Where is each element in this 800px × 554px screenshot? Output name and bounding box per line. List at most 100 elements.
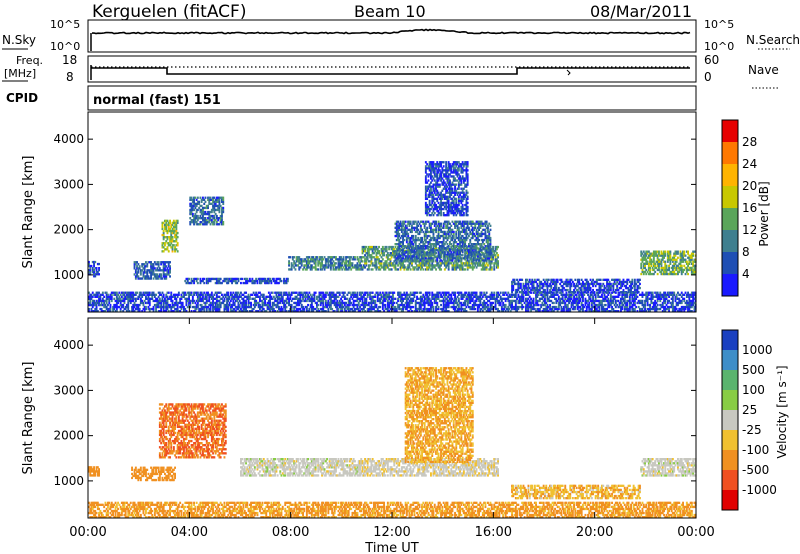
echo-cell (612, 286, 615, 290)
echo-cell (441, 193, 444, 196)
echo-cell (455, 163, 458, 166)
echo-cell (198, 295, 201, 298)
echo-cell (459, 177, 461, 180)
echo-cell (487, 257, 489, 260)
echo-cell (388, 268, 391, 271)
echo-cell (461, 177, 464, 180)
echo-cell (323, 264, 326, 267)
echo-cell (161, 295, 164, 298)
echo-cell (215, 295, 218, 298)
echo-cell (105, 291, 108, 294)
echo-cell (243, 310, 246, 313)
echo-cell (424, 193, 427, 196)
echo-cell (445, 183, 448, 186)
echo-cell (162, 275, 165, 278)
echo-cell (389, 262, 392, 265)
echo-cell (680, 260, 683, 263)
echo-cell (224, 305, 227, 309)
echo-cell (259, 297, 261, 300)
echo-cell (246, 281, 249, 285)
echo-cell (471, 226, 474, 229)
echo-cell (208, 303, 211, 307)
echo-cell (157, 277, 160, 280)
echo-cell (433, 173, 436, 176)
echo-cell (361, 256, 364, 259)
echo-cell (451, 199, 454, 203)
echo-cell (447, 161, 450, 164)
echo-cell (213, 301, 216, 305)
echo-cell (90, 264, 93, 268)
echo-cell (264, 303, 266, 307)
echo-cell (455, 205, 458, 209)
echo-cell (461, 207, 464, 211)
echo-cell (447, 191, 450, 194)
echo-cell (546, 284, 549, 288)
echo-cell (689, 258, 692, 261)
echo-cell (213, 217, 216, 220)
echo-cell (221, 212, 223, 216)
echo-cell (293, 260, 296, 263)
echo-cell (183, 310, 185, 313)
echo-cell (449, 262, 451, 265)
echo-cell (470, 236, 473, 240)
echo-cell (129, 293, 132, 296)
echo-cell (456, 210, 459, 213)
echo-cell (673, 270, 676, 274)
echo-cell (166, 219, 169, 222)
echo-cell (118, 297, 121, 300)
echo-cell (208, 307, 211, 311)
echo-cell (456, 179, 459, 182)
echo-cell (302, 260, 304, 263)
echo-cell (627, 286, 630, 290)
echo-cell (424, 262, 427, 265)
echo-cell (680, 254, 683, 257)
echo-cell (454, 224, 456, 227)
echo-cell (436, 243, 439, 246)
echo-cell (176, 310, 179, 313)
echo-cell (96, 262, 99, 266)
echo-cell (360, 268, 363, 271)
echo-cell (457, 161, 460, 164)
echo-cell (411, 228, 413, 231)
echo-cell (449, 226, 451, 229)
echo-cell (101, 303, 104, 307)
echo-cell (660, 268, 663, 272)
echo-cell (642, 258, 645, 261)
echo-cell (360, 264, 363, 267)
echo-cell (494, 248, 497, 251)
echo-cell (636, 278, 639, 281)
echo-cell (403, 268, 406, 271)
echo-cell (269, 277, 271, 281)
echo-cell (98, 273, 100, 276)
echo-cell (267, 281, 270, 285)
echo-cell (431, 205, 434, 209)
echo-cell (416, 253, 418, 256)
echo-cell (459, 191, 461, 194)
echo-cell (426, 163, 429, 166)
echo-cell (614, 278, 617, 281)
echo-cell (213, 305, 216, 309)
echo-cell (109, 297, 112, 300)
echo-cell (446, 214, 449, 217)
echo-cell (199, 214, 202, 218)
echo-cell (421, 248, 423, 251)
echo-cell (483, 253, 486, 256)
echo-cell (637, 284, 640, 288)
echo-cell (321, 256, 323, 259)
echo-cell (440, 161, 442, 164)
echo-cell (462, 226, 465, 229)
echo-cell (196, 214, 199, 218)
echo-cell (275, 277, 278, 281)
echo-cell (164, 227, 166, 231)
echo-cell (654, 262, 657, 265)
echo-cell (352, 256, 355, 259)
echo-cell (393, 250, 396, 253)
echo-cell (592, 282, 594, 286)
echo-cell (684, 260, 687, 263)
echo-cell (266, 301, 269, 305)
echo-cell (625, 286, 627, 290)
echo-cell (148, 271, 151, 274)
echo-cell (202, 212, 204, 216)
echo-cell (127, 310, 130, 313)
echo-cell (650, 258, 653, 261)
